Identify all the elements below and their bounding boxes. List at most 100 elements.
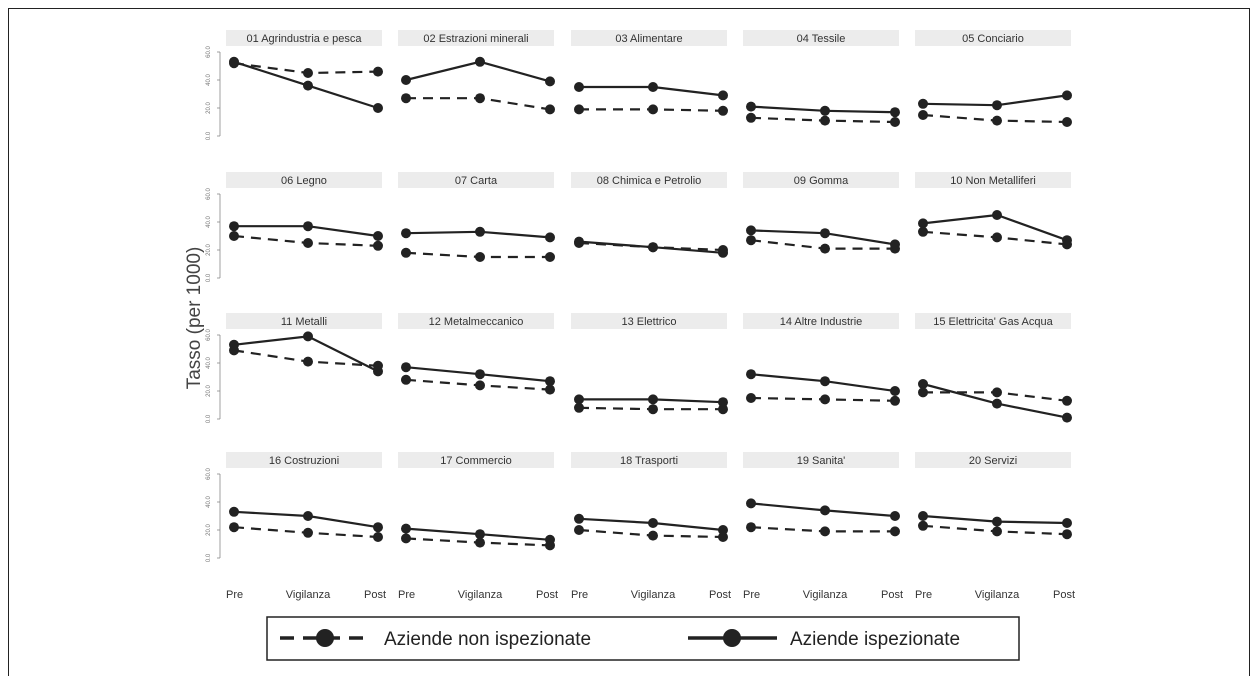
- panel-title: 08 Chimica e Petrolio: [597, 175, 702, 187]
- series-non-ispezionate-point: [918, 387, 928, 398]
- panel-title: 19 Sanita': [797, 455, 846, 467]
- series-ispezionate-point: [820, 105, 830, 116]
- legend-swatch-non-ispezionate-point: [316, 629, 334, 647]
- series-ispezionate-point: [746, 369, 756, 380]
- series-ispezionate-point: [373, 522, 383, 533]
- panel-title-band: [743, 30, 899, 46]
- series-ispezionate-point: [229, 506, 239, 517]
- series-non-ispezionate-point: [1062, 117, 1072, 127]
- series-ispezionate-point: [475, 369, 485, 380]
- series-ispezionate-point: [648, 518, 658, 528]
- series-ispezionate-point: [401, 75, 411, 85]
- series-non-ispezionate-point: [820, 394, 830, 405]
- y-tick-label: 0.0: [206, 414, 212, 423]
- panel-title: 06 Legno: [281, 175, 327, 187]
- panel-title: 02 Estrazioni minerali: [423, 33, 528, 45]
- series-ispezionate-point: [1062, 235, 1072, 246]
- series-non-ispezionate-point: [746, 522, 756, 533]
- panel-title-band: [743, 172, 899, 188]
- series-ispezionate-point: [718, 397, 728, 408]
- series-non-ispezionate-point: [718, 532, 728, 542]
- series-ispezionate-point: [373, 103, 383, 113]
- panel-title-band: [398, 313, 554, 329]
- series-non-ispezionate-point: [890, 395, 900, 406]
- x-tick-label: Post: [881, 589, 903, 601]
- series-ispezionate-point: [890, 511, 900, 521]
- y-tick-label: 60.0: [206, 46, 212, 58]
- series-ispezionate-point: [648, 242, 658, 253]
- series-ispezionate-point: [303, 511, 313, 521]
- x-tick-label: Post: [536, 589, 558, 601]
- series-non-ispezionate-point: [475, 93, 485, 104]
- panel-title-band: [743, 452, 899, 468]
- series-ispezionate-point: [992, 100, 1002, 111]
- panel-title-band: [398, 452, 554, 468]
- series-non-ispezionate-point: [992, 232, 1002, 243]
- series-ispezionate-point: [718, 90, 728, 101]
- series-non-ispezionate-point: [401, 374, 411, 385]
- series-ispezionate-point: [373, 231, 383, 241]
- panel-title: 03 Alimentare: [615, 33, 682, 45]
- series-ispezionate-point: [890, 386, 900, 396]
- series-ispezionate-point: [545, 376, 555, 387]
- series-non-ispezionate-point: [401, 93, 411, 104]
- panel-title: 15 Elettricita' Gas Acqua: [933, 316, 1053, 328]
- series-non-ispezionate-point: [545, 384, 555, 395]
- series-non-ispezionate-point: [746, 112, 756, 123]
- x-tick-label: Pre: [226, 589, 243, 601]
- y-tick-label: 60.0: [206, 468, 212, 480]
- series-ispezionate-point: [890, 107, 900, 118]
- panel-title: 17 Commercio: [440, 455, 512, 467]
- panel-title-band: [571, 452, 727, 468]
- series-non-ispezionate-point: [401, 533, 411, 544]
- x-tick-label: Vigilanza: [631, 589, 676, 601]
- series-non-ispezionate-point: [820, 115, 830, 126]
- series-ispezionate-point: [918, 379, 928, 389]
- panel-title: 07 Carta: [455, 175, 498, 187]
- series-ispezionate-point: [820, 505, 830, 516]
- panel-title-band: [915, 172, 1071, 188]
- series-non-ispezionate-point: [890, 117, 900, 127]
- series-non-ispezionate-point: [475, 252, 485, 262]
- panel-title-band: [571, 172, 727, 188]
- panel-title-band: [915, 30, 1071, 46]
- series-ispezionate-point: [574, 82, 584, 92]
- series-ispezionate-point: [475, 529, 485, 540]
- series-ispezionate-point: [475, 226, 485, 237]
- series-non-ispezionate-point: [1062, 529, 1072, 540]
- y-tick-label: 0.0: [206, 273, 212, 282]
- series-non-ispezionate-point: [648, 104, 658, 115]
- series-ispezionate-point: [1062, 90, 1072, 101]
- series-non-ispezionate-point: [574, 104, 584, 115]
- x-tick-label: Pre: [571, 589, 588, 601]
- series-non-ispezionate-point: [574, 525, 584, 535]
- series-non-ispezionate-point: [992, 526, 1002, 537]
- series-non-ispezionate-point: [229, 231, 239, 241]
- series-non-ispezionate-point: [648, 530, 658, 541]
- legend-swatch-ispezionate-point: [723, 629, 741, 647]
- series-ispezionate-point: [746, 101, 756, 112]
- y-tick-label: 0.0: [206, 131, 212, 140]
- panel-title-band: [398, 172, 554, 188]
- x-tick-label: Post: [364, 589, 386, 601]
- y-tick-label: 20.0: [206, 385, 212, 397]
- panel-title-band: [398, 30, 554, 46]
- panel-title-band: [571, 30, 727, 46]
- series-non-ispezionate-point: [718, 105, 728, 116]
- figure-frame: [8, 8, 1250, 676]
- series-non-ispezionate-point: [303, 68, 313, 78]
- series-ispezionate-point: [229, 56, 239, 67]
- y-tick-label: 0.0: [206, 553, 212, 562]
- series-non-ispezionate-point: [918, 520, 928, 531]
- series-non-ispezionate-point: [890, 526, 900, 537]
- legend-label-ispezionate: Aziende ispezionate: [790, 629, 960, 650]
- y-tick-label: 20.0: [206, 244, 212, 256]
- series-ispezionate-point: [545, 534, 555, 545]
- panel-title: 18 Trasporti: [620, 455, 678, 467]
- series-ispezionate-point: [718, 525, 728, 535]
- series-non-ispezionate-point: [475, 380, 485, 391]
- series-ispezionate-point: [648, 82, 658, 92]
- panel-title-band: [915, 452, 1071, 468]
- panel-title: 12 Metalmeccanico: [429, 316, 524, 328]
- series-non-ispezionate-point: [373, 532, 383, 542]
